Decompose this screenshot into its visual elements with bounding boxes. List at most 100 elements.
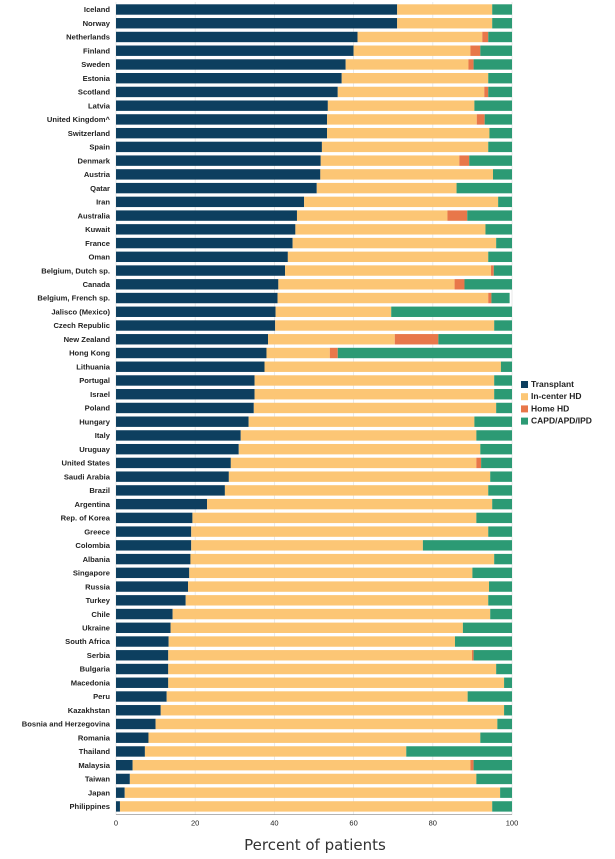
bar-united-kingdom-in-center-hd [327, 114, 477, 125]
bar-sweden-in-center-hd [345, 59, 469, 70]
bar-greece-capd-apd-ipd [488, 526, 512, 537]
bar-romania-in-center-hd [148, 732, 481, 743]
bar-saudi-arabia-in-center-hd [228, 471, 491, 482]
bar-united-states-in-center-hd [230, 457, 477, 469]
bar-romania-transplant [116, 732, 149, 743]
category-label: Belgium, French sp. [37, 294, 110, 303]
bar-united-kingdom-transplant [116, 114, 328, 125]
category-label: Japan [88, 788, 110, 797]
bar-ukraine-in-center-hd [170, 622, 463, 633]
bar-macedonia-capd-apd-ipd [504, 677, 512, 688]
bar-denmark-in-center-hd [320, 155, 460, 166]
category-label: Denmark [78, 156, 111, 165]
bar-denmark-home-hd [459, 155, 470, 166]
category-label: Sweden [81, 60, 110, 69]
bar-iceland-in-center-hd [397, 4, 493, 15]
bar-peru-in-center-hd [166, 691, 468, 702]
bar-australia-capd-apd-ipd [467, 210, 512, 221]
bar-switzerland-in-center-hd [327, 127, 490, 139]
x-axis: 0 20 40 60 80 100 [114, 814, 518, 828]
bar-peru-transplant [116, 691, 167, 702]
bar-france-transplant [116, 237, 293, 249]
bar-south-africa-capd-apd-ipd [454, 636, 512, 647]
bar-latvia-transplant [116, 100, 328, 111]
category-label: Estonia [83, 74, 111, 83]
bar-malaysia-capd-apd-ipd [473, 760, 512, 771]
legend-swatch-transplant [521, 381, 528, 388]
bar-portugal-transplant [116, 375, 255, 386]
bar-belgium-french-sp-in-center-hd [277, 292, 489, 304]
category-label: Saudi Arabia [64, 472, 111, 481]
bar-bosnia-and-herzegovina-capd-apd-ipd [497, 718, 512, 730]
bar-philippines-in-center-hd [119, 801, 493, 812]
bar-thailand-transplant [116, 746, 145, 757]
legend-label-capd-apd-ipd: CAPD/APD/IPD [531, 416, 592, 426]
bar-albania-in-center-hd [190, 553, 495, 565]
category-label: Latvia [88, 101, 111, 110]
x-tick-label: 20 [191, 819, 199, 828]
bar-oman-in-center-hd [287, 251, 489, 263]
bar-bulgaria-transplant [116, 663, 169, 675]
category-label: Bosnia and Herzegovina [22, 720, 111, 729]
bar-australia-transplant [116, 210, 297, 221]
bar-italy-capd-apd-ipd [476, 430, 512, 441]
bar-kuwait-transplant [116, 224, 296, 235]
bar-new-zealand-transplant [116, 334, 269, 345]
bar-israel-transplant [116, 389, 255, 400]
category-label: United States [61, 459, 110, 468]
bar-belgium-french-sp-transplant [116, 292, 278, 304]
bar-uruguay-in-center-hd [238, 443, 481, 455]
bar-hungary-transplant [116, 416, 249, 427]
bar-chile-in-center-hd [172, 608, 491, 620]
bar-oman-capd-apd-ipd [488, 251, 512, 263]
bar-netherlands-capd-apd-ipd [488, 31, 512, 43]
bar-serbia-home-hd [472, 650, 474, 661]
category-label: Kazakhstan [68, 706, 111, 715]
category-label: Turkey [86, 596, 111, 605]
x-tick-label: 80 [429, 819, 437, 828]
bar-brazil-in-center-hd [224, 485, 489, 496]
bar-qatar-transplant [116, 182, 317, 194]
bar-denmark-transplant [116, 155, 321, 166]
bar-belgium-dutch-sp-transplant [116, 265, 286, 276]
bar-philippines-capd-apd-ipd [492, 801, 512, 812]
bar-new-zealand-capd-apd-ipd [438, 334, 512, 345]
bar-kuwait-capd-apd-ipd [485, 224, 512, 235]
bar-switzerland-transplant [116, 127, 328, 139]
category-label: Kuwait [85, 225, 110, 234]
category-label: France [85, 239, 110, 248]
bar-colombia-transplant [116, 540, 192, 551]
bar-oman-transplant [116, 251, 288, 263]
bar-albania-transplant [116, 553, 191, 565]
bar-scotland-in-center-hd [337, 86, 485, 98]
bar-canada-transplant [116, 279, 279, 290]
bar-poland-transplant [116, 402, 254, 414]
bar-albania-capd-apd-ipd [494, 553, 512, 565]
category-label: Albania [83, 555, 111, 564]
legend-swatch-home-hd [521, 405, 528, 413]
bar-bosnia-and-herzegovina-transplant [116, 718, 156, 730]
bar-ukraine-capd-apd-ipd [462, 622, 512, 633]
category-label: Netherlands [66, 33, 110, 42]
category-label: Oman [88, 253, 110, 262]
bar-hong-kong-capd-apd-ipd [337, 347, 512, 359]
bar-iran-in-center-hd [304, 196, 499, 208]
bar-rep-of-korea-in-center-hd [192, 512, 477, 524]
category-label: Qatar [90, 184, 110, 193]
category-label: Thailand [79, 747, 111, 756]
bar-kazakhstan-capd-apd-ipd [504, 705, 512, 716]
bar-singapore-transplant [116, 567, 190, 579]
bar-philippines-transplant [116, 801, 120, 812]
bar-chile-transplant [116, 608, 173, 620]
bar-norway-capd-apd-ipd [492, 18, 512, 29]
bar-united-kingdom-home-hd [476, 114, 485, 125]
bar-japan-transplant [116, 787, 125, 798]
bar-france-in-center-hd [292, 237, 497, 249]
bar-scotland-home-hd [484, 86, 489, 98]
bar-sweden-capd-apd-ipd [473, 59, 512, 70]
category-label: Taiwan [85, 775, 111, 784]
category-label: Portugal [79, 376, 110, 385]
bar-hungary-capd-apd-ipd [474, 416, 512, 427]
bar-south-africa-in-center-hd [168, 636, 455, 647]
bar-czech-republic-in-center-hd [275, 320, 495, 331]
